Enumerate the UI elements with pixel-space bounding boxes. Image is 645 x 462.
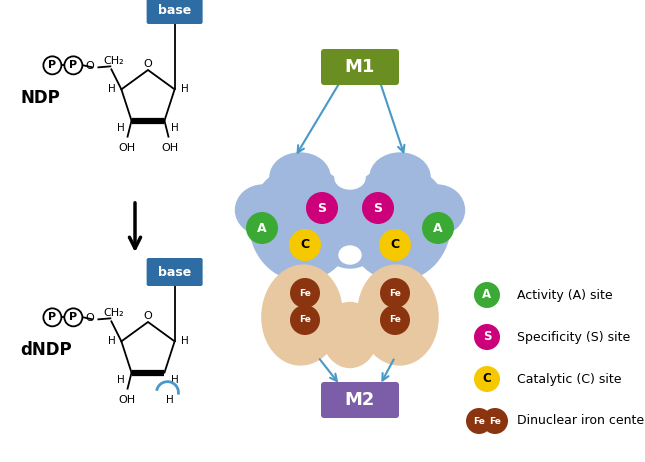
FancyBboxPatch shape xyxy=(146,258,203,286)
Text: H: H xyxy=(117,122,124,133)
Ellipse shape xyxy=(410,185,464,235)
Circle shape xyxy=(482,408,508,434)
Text: OH: OH xyxy=(161,143,178,152)
Text: C: C xyxy=(301,238,310,251)
Text: H: H xyxy=(181,85,188,94)
Text: Fe: Fe xyxy=(299,316,311,324)
Text: H: H xyxy=(108,85,115,94)
Circle shape xyxy=(306,192,338,224)
Text: H: H xyxy=(172,375,179,385)
Text: S: S xyxy=(482,330,491,344)
Text: Dinuclear iron center: Dinuclear iron center xyxy=(517,414,645,427)
Ellipse shape xyxy=(339,246,361,264)
Text: M1: M1 xyxy=(345,58,375,76)
Ellipse shape xyxy=(370,153,430,201)
FancyBboxPatch shape xyxy=(146,0,203,24)
Circle shape xyxy=(43,308,61,326)
Ellipse shape xyxy=(322,303,377,367)
Circle shape xyxy=(64,56,83,74)
Circle shape xyxy=(43,56,61,74)
Text: A: A xyxy=(433,221,443,235)
Circle shape xyxy=(466,408,492,434)
Text: O: O xyxy=(86,313,94,323)
Ellipse shape xyxy=(235,185,290,235)
Circle shape xyxy=(64,308,83,326)
Circle shape xyxy=(290,305,320,335)
Ellipse shape xyxy=(315,188,385,268)
Text: H: H xyxy=(181,336,188,346)
Circle shape xyxy=(379,229,411,261)
Text: Fe: Fe xyxy=(389,316,401,324)
FancyBboxPatch shape xyxy=(321,382,399,418)
Text: CH₂: CH₂ xyxy=(103,56,124,67)
Text: Fe: Fe xyxy=(489,417,501,426)
Text: dNDP: dNDP xyxy=(20,341,72,359)
Text: H: H xyxy=(117,375,124,385)
Text: P: P xyxy=(69,312,77,322)
Ellipse shape xyxy=(335,167,365,189)
Circle shape xyxy=(474,366,500,392)
Text: Activity (A) site: Activity (A) site xyxy=(517,288,613,302)
Text: O: O xyxy=(144,59,152,69)
FancyBboxPatch shape xyxy=(321,49,399,85)
Ellipse shape xyxy=(346,165,450,280)
Text: CH₂: CH₂ xyxy=(103,308,124,318)
Text: P: P xyxy=(48,61,56,70)
Text: OH: OH xyxy=(118,395,135,405)
Text: O: O xyxy=(86,61,94,71)
Text: M2: M2 xyxy=(345,391,375,409)
Text: S: S xyxy=(317,201,326,214)
Circle shape xyxy=(422,212,454,244)
Circle shape xyxy=(362,192,394,224)
Text: O: O xyxy=(144,311,152,321)
Text: H: H xyxy=(166,395,174,405)
Text: NDP: NDP xyxy=(20,89,60,107)
Circle shape xyxy=(474,282,500,308)
Circle shape xyxy=(246,212,278,244)
Text: C: C xyxy=(390,238,399,251)
Text: A: A xyxy=(482,288,491,302)
Text: P: P xyxy=(69,61,77,70)
Text: Specificity (S) site: Specificity (S) site xyxy=(517,330,630,344)
Text: H: H xyxy=(108,336,115,346)
Text: S: S xyxy=(373,201,382,214)
Ellipse shape xyxy=(270,153,330,201)
Circle shape xyxy=(289,229,321,261)
Circle shape xyxy=(474,324,500,350)
Ellipse shape xyxy=(262,265,342,365)
Circle shape xyxy=(290,278,320,308)
Text: Fe: Fe xyxy=(473,417,485,426)
Text: Fe: Fe xyxy=(389,288,401,298)
Text: C: C xyxy=(482,372,491,385)
Text: OH: OH xyxy=(118,143,135,152)
Text: Catalytic (C) site: Catalytic (C) site xyxy=(517,372,622,385)
Text: H: H xyxy=(172,122,179,133)
Ellipse shape xyxy=(250,165,355,280)
Circle shape xyxy=(380,278,410,308)
Ellipse shape xyxy=(358,265,438,365)
Text: base: base xyxy=(158,266,192,279)
Text: P: P xyxy=(48,312,56,322)
Circle shape xyxy=(380,305,410,335)
Text: A: A xyxy=(257,221,267,235)
Text: Fe: Fe xyxy=(299,288,311,298)
Text: base: base xyxy=(158,4,192,17)
